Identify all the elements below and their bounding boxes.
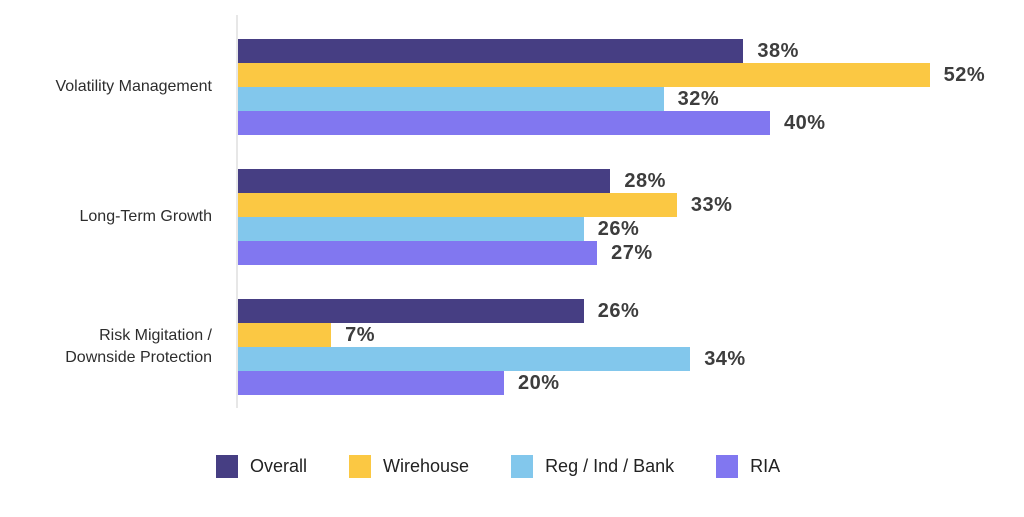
bar-row: 28% xyxy=(238,169,985,193)
legend-item-wirehouse: Wirehouse xyxy=(349,455,469,478)
bar-group: 26% 7% 34% 20% xyxy=(238,299,985,395)
bar-row: 7% xyxy=(238,323,985,347)
bar-value-label: 20% xyxy=(518,371,560,394)
bar-wirehouse xyxy=(238,63,930,87)
bar-ria xyxy=(238,111,770,135)
legend-label: RIA xyxy=(750,456,781,476)
bar-reg-ind-bank xyxy=(238,87,664,111)
bar-group: 38% 52% 32% 40% xyxy=(238,39,985,135)
category-label: Volatility Management xyxy=(55,78,212,95)
legend-swatch-icon xyxy=(511,455,534,478)
bar-overall xyxy=(238,39,744,63)
legend-item-ria: RIA xyxy=(716,455,780,478)
legend-swatch-icon xyxy=(349,455,372,478)
bar-overall xyxy=(238,299,584,323)
legend: Overall Wirehouse Reg / Ind / Bank RIA xyxy=(216,455,822,478)
legend-swatch-icon xyxy=(716,455,739,478)
bar-value-label: 32% xyxy=(677,87,720,110)
bar-row: 32% xyxy=(238,87,985,111)
bar-row: 52% xyxy=(238,63,985,87)
bar-ria xyxy=(238,241,598,265)
bar-wirehouse xyxy=(238,323,332,347)
bar-value-label: 38% xyxy=(757,39,799,62)
bar-row: 33% xyxy=(238,193,985,217)
bar-row: 26% xyxy=(238,299,985,323)
legend-swatch-icon xyxy=(216,455,238,478)
bar-value-label: 33% xyxy=(690,193,733,216)
bar-row: 20% xyxy=(238,371,985,395)
bar-value-label: 26% xyxy=(597,299,640,322)
bar-reg-ind-bank xyxy=(238,217,584,241)
bar-wirehouse xyxy=(238,193,677,217)
bar-row: 38% xyxy=(238,39,985,63)
bar-value-label: 28% xyxy=(624,169,666,192)
y-axis-line xyxy=(236,15,238,408)
legend-item-reg-ind-bank: Reg / Ind / Bank xyxy=(511,455,674,478)
bar-row: 40% xyxy=(238,111,985,135)
bar-value-label: 7% xyxy=(345,323,375,346)
legend-label: Wirehouse xyxy=(383,456,470,476)
bar-groups: 38% 52% 32% 40% 28% 33% 26% 27% 26% 7% 34% 20% xyxy=(238,39,985,395)
bar-row: 27% xyxy=(238,241,985,265)
bar-overall xyxy=(238,169,611,193)
bar-ria xyxy=(238,371,504,395)
bar-row: 26% xyxy=(238,217,985,241)
bar-row: 34% xyxy=(238,347,985,371)
category-label: Risk Migitation / Downside Protection xyxy=(65,327,212,366)
bar-value-label: 26% xyxy=(597,217,640,240)
category-label: Long-Term Growth xyxy=(79,208,213,225)
bar-group: 28% 33% 26% 27% xyxy=(238,169,985,265)
legend-item-overall: Overall xyxy=(216,455,307,478)
bar-value-label: 40% xyxy=(784,111,826,134)
legend-label: Reg / Ind / Bank xyxy=(545,456,675,476)
bar-value-label: 52% xyxy=(943,63,986,86)
bar-reg-ind-bank xyxy=(238,347,691,371)
bar-value-label: 34% xyxy=(704,347,746,370)
legend-label: Overall xyxy=(250,456,308,476)
bar-value-label: 27% xyxy=(611,241,653,264)
